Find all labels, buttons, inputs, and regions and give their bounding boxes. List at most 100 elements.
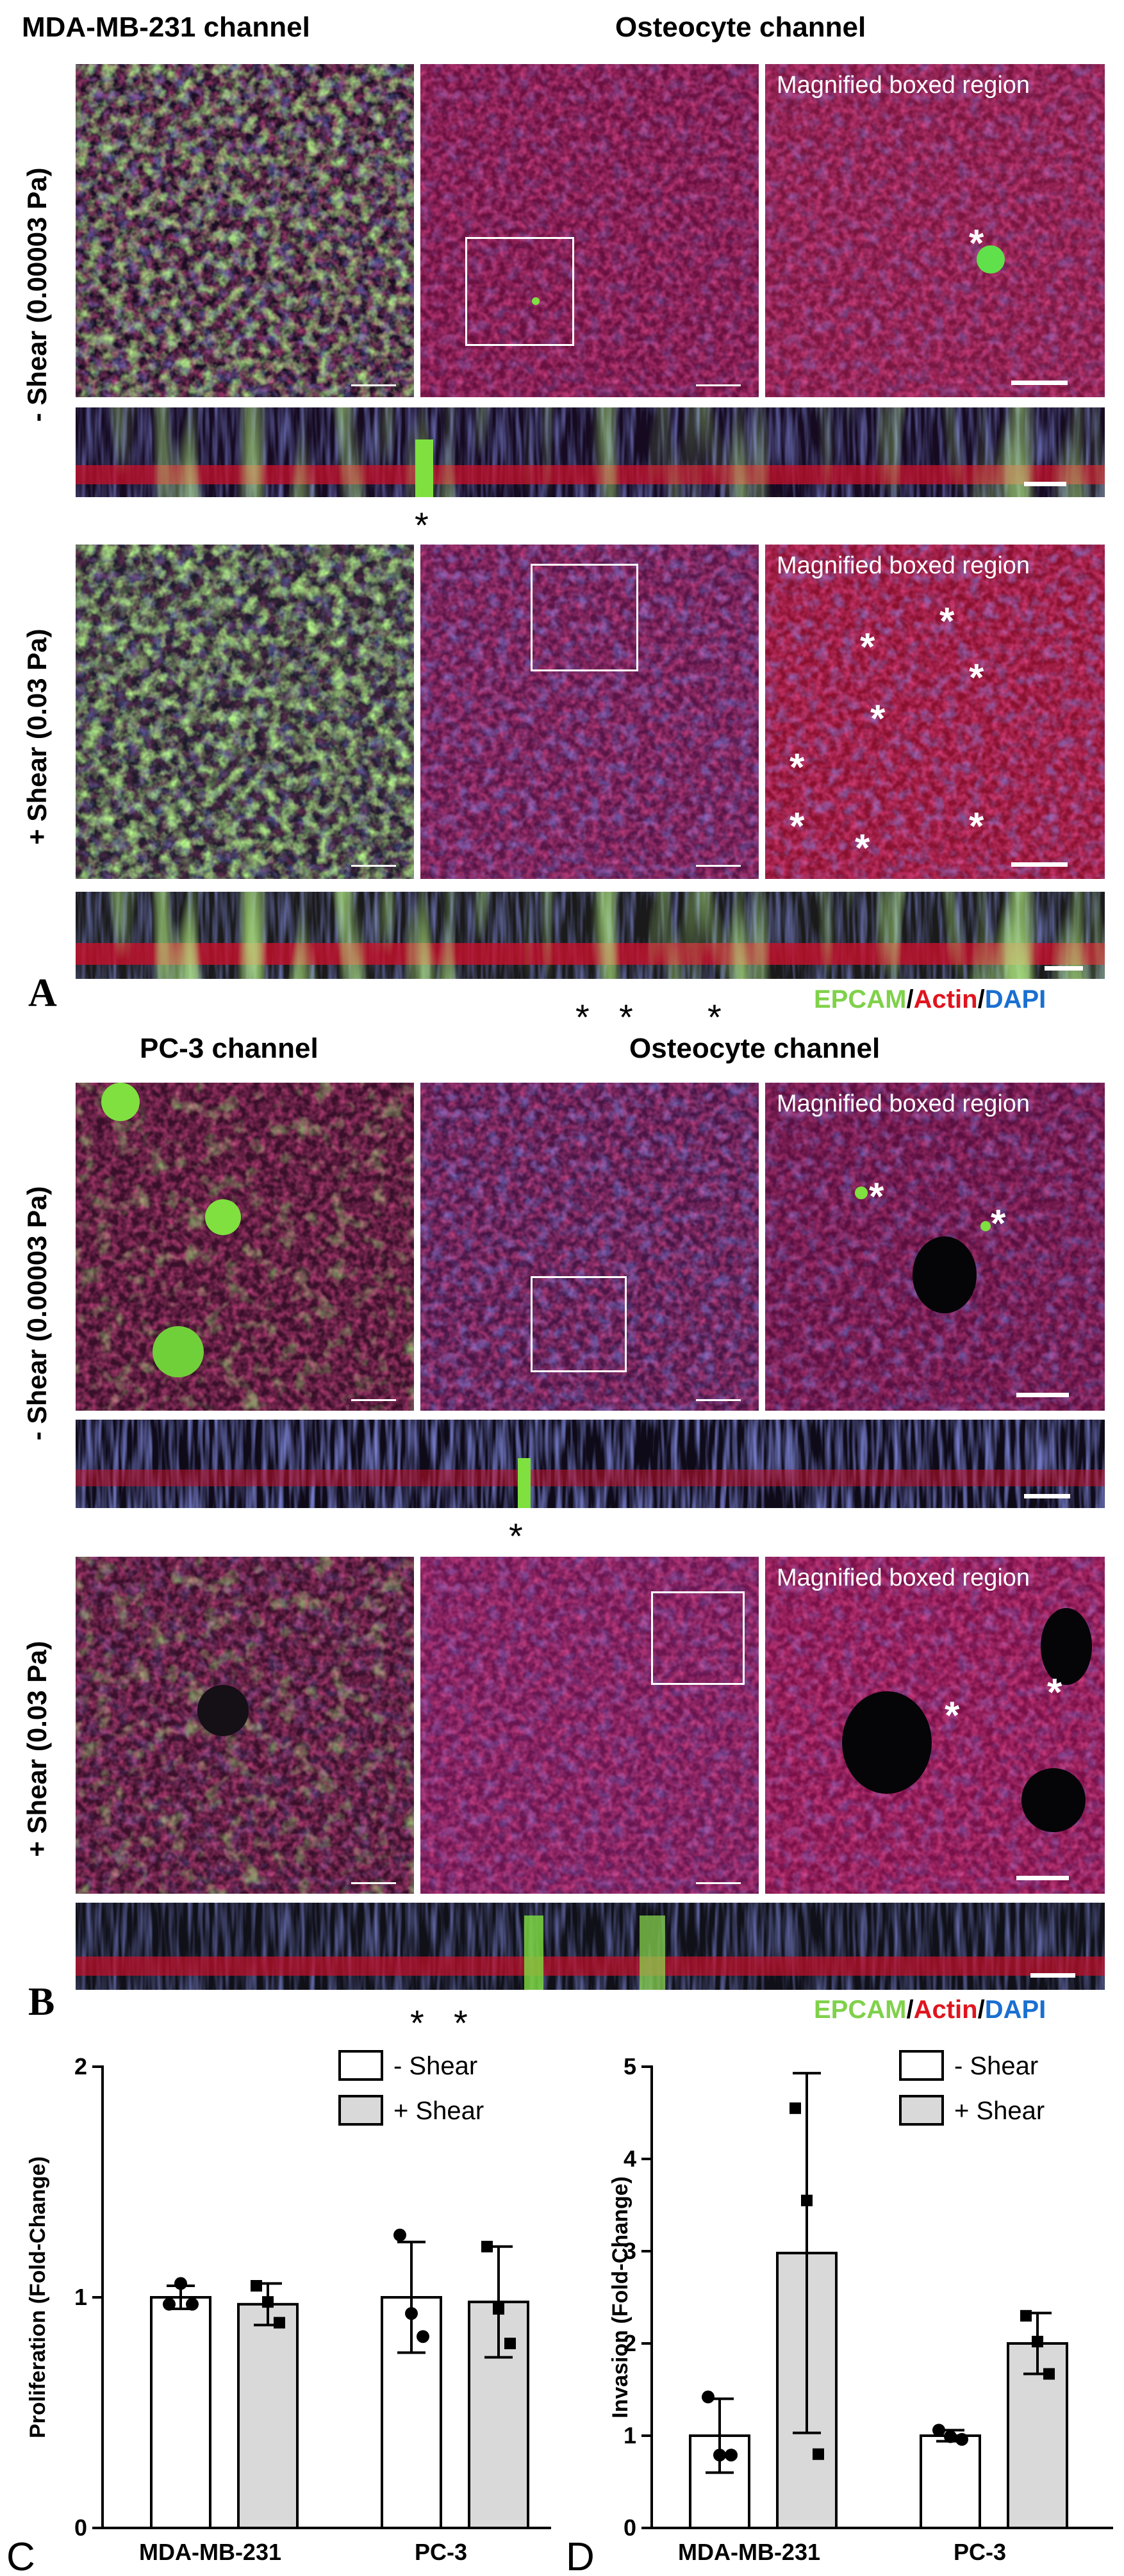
panel-b-r1-magnified-image: Magnified boxed region * *: [765, 1083, 1105, 1411]
white-asterisk: *: [991, 1202, 1006, 1245]
legend-label: - Shear: [954, 2052, 1038, 2080]
data-point: [1020, 2309, 1032, 2322]
white-asterisk: *: [860, 625, 875, 668]
bar: [150, 2296, 211, 2529]
boxed-region: [531, 564, 638, 671]
panel-b-col1-title: PC-3 channel: [140, 1033, 318, 1064]
white-asterisk: *: [945, 1694, 960, 1737]
white-asterisk: *: [789, 805, 805, 848]
scale-bar: [351, 384, 396, 386]
panel-a-r2-zstack: [76, 892, 1105, 979]
white-asterisk: *: [969, 222, 984, 265]
panel-b-r1-osteocyte-image: [420, 1083, 759, 1411]
invasion-chart: 0 1 2 3 4 5 Invasion (Fold-Change) MDA-MB-231 PC…: [566, 2050, 1113, 2576]
legend-swatch: [899, 2095, 944, 2126]
boxed-region: [651, 1591, 745, 1685]
black-asterisk: *: [575, 997, 590, 1037]
panel-a-row1-label: - Shear (0.00003 Pa): [22, 167, 52, 422]
data-point: [174, 2277, 187, 2290]
scale-bar: [351, 1399, 396, 1401]
panel-b-col2-title: Osteocyte channel: [629, 1033, 880, 1064]
scale-bar: [696, 865, 741, 867]
panel-a-col2-title: Osteocyte channel: [615, 12, 866, 43]
panel-letter-b: B: [28, 1980, 55, 2024]
x-tick-label: MDA-MB-231: [678, 2539, 820, 2565]
data-point: [713, 2449, 726, 2462]
panel-a-row2-label: + Shear (0.03 Pa): [22, 628, 52, 845]
data-point: [702, 2390, 715, 2404]
panel-b-r1-cancer-image: [76, 1083, 414, 1411]
data-point: [801, 2194, 813, 2206]
y-axis-label: Invasion (Fold-Change): [608, 2176, 632, 2418]
white-asterisk: *: [1047, 1671, 1062, 1714]
y-tick-label: 5: [624, 2053, 636, 2080]
magnified-label: Magnified boxed region: [777, 1090, 1030, 1117]
y-axis-label: Proliferation (Fold-Change): [26, 2156, 50, 2438]
legend-epcam: EPCAM: [814, 1996, 907, 2024]
panel-a-r2-osteocyte-image: [420, 545, 759, 879]
panel-b-r2-magnified-image: Magnified boxed region * *: [765, 1557, 1105, 1894]
boxed-region: [465, 237, 574, 346]
data-point: [789, 2102, 801, 2114]
boxed-region: [531, 1276, 627, 1372]
bar: [237, 2302, 299, 2529]
magnified-label: Magnified boxed region: [777, 552, 1030, 579]
proliferation-chart: 0 1 2 Proliferation (Fold-Change) MDA-MB-231…: [6, 2050, 551, 2576]
black-asterisk: *: [415, 505, 429, 545]
data-point: [262, 2296, 274, 2308]
y-tick-label: 1: [624, 2422, 636, 2449]
panel-letter: D: [566, 2535, 595, 2576]
black-asterisk: *: [707, 997, 722, 1037]
panel-b-stain-legend: EPCAM/Actin/DAPI: [814, 1996, 1046, 2024]
data-point: [504, 2338, 516, 2349]
data-point: [417, 2330, 429, 2343]
legend-dapi: DAPI: [984, 985, 1046, 1013]
panel-b-row1-label: - Shear (0.00003 Pa): [22, 1186, 52, 1441]
data-point: [493, 2303, 504, 2315]
y-tick-label: 2: [624, 2330, 636, 2356]
legend-swatch: [338, 2050, 383, 2081]
panel-a-r1-osteocyte-image: [420, 64, 759, 397]
magnified-label: Magnified boxed region: [777, 1564, 1030, 1591]
y-tick-label: 3: [624, 2238, 636, 2264]
y-tick-label: 4: [624, 2145, 636, 2172]
data-point: [393, 2228, 406, 2242]
legend-actin: Actin: [913, 985, 978, 1013]
white-asterisk: *: [789, 746, 805, 789]
scale-bar: [1024, 482, 1066, 486]
panel-b-r2-zstack: [76, 1903, 1105, 1990]
data-point: [186, 2297, 199, 2311]
data-point: [251, 2280, 262, 2292]
bar: [920, 2434, 981, 2529]
scale-bar: [1045, 966, 1083, 971]
x-tick-label: PC-3: [954, 2539, 1006, 2565]
legend-actin: Actin: [913, 1996, 978, 2024]
scale-bar: [1024, 1494, 1070, 1498]
y-tick-label: 0: [624, 2514, 636, 2541]
legend-separator: /: [977, 1996, 985, 2024]
panel-a-r2-cancer-image: [76, 545, 414, 879]
black-asterisk: *: [410, 2003, 424, 2043]
legend-separator: /: [977, 985, 985, 1013]
panel-b-r2-cancer-image: [76, 1557, 414, 1894]
y-tick-label: 1: [74, 2284, 87, 2310]
data-point: [955, 2432, 968, 2446]
panel-a-stain-legend: EPCAM/Actin/DAPI: [814, 985, 1046, 1014]
scale-bar: [351, 865, 396, 867]
white-asterisk: *: [855, 826, 870, 869]
bar: [381, 2296, 442, 2529]
panel-a-r1-zstack: [76, 407, 1105, 497]
black-asterisk: *: [619, 997, 633, 1037]
scale-bar: [696, 1399, 741, 1401]
panel-letter: C: [6, 2535, 35, 2576]
panel-a-col1-title: MDA-MB-231 channel: [22, 12, 310, 43]
white-asterisk: *: [969, 805, 984, 848]
legend-swatch: [338, 2095, 383, 2126]
black-asterisk: *: [454, 2003, 468, 2043]
data-point: [481, 2240, 493, 2252]
panel-a-r1-magnified-image: Magnified boxed region *: [765, 64, 1105, 397]
data-point: [944, 2430, 957, 2443]
legend-dapi: DAPI: [984, 1996, 1046, 2024]
data-point: [1032, 2336, 1043, 2348]
scale-bar: [1030, 1973, 1075, 1978]
